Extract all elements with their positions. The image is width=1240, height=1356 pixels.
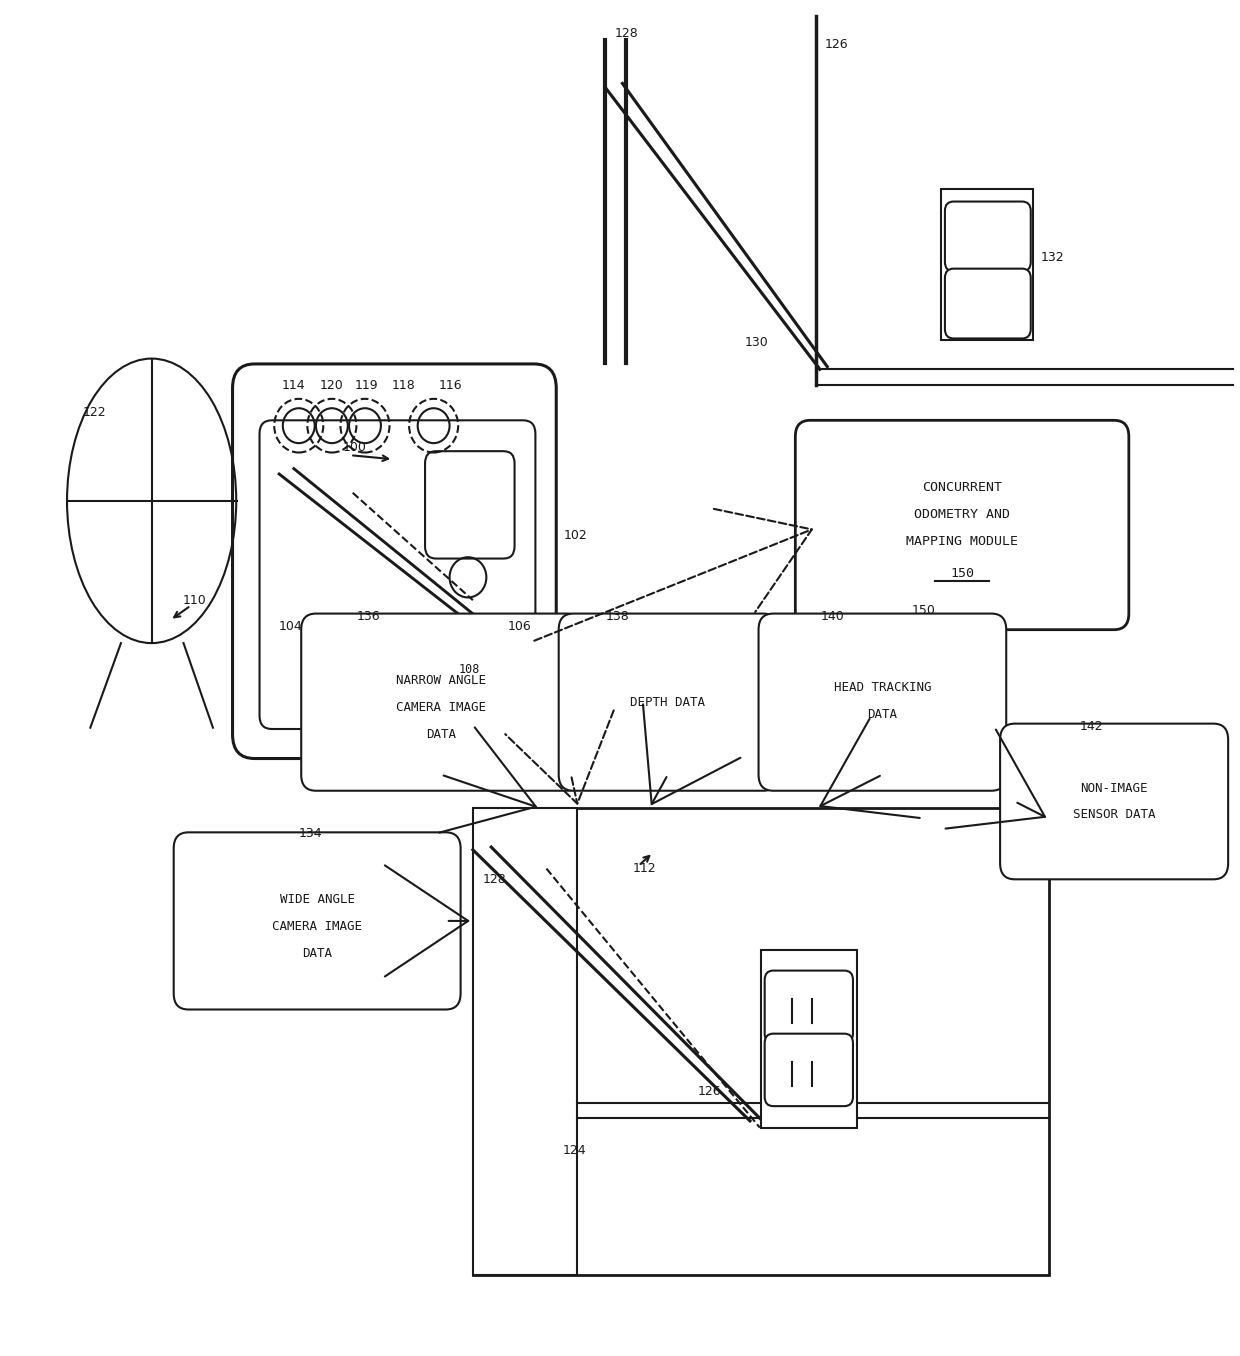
Text: 112: 112: [632, 862, 656, 875]
FancyBboxPatch shape: [174, 833, 460, 1009]
Text: 126: 126: [697, 1085, 720, 1098]
Text: 100: 100: [343, 441, 367, 454]
Text: 140: 140: [821, 610, 844, 622]
FancyBboxPatch shape: [759, 613, 1006, 791]
Text: 122: 122: [83, 405, 107, 419]
Bar: [761, 951, 857, 1128]
Text: MAPPING MODULE: MAPPING MODULE: [906, 534, 1018, 548]
Text: 118: 118: [392, 378, 415, 392]
Text: CONCURRENT: CONCURRENT: [923, 481, 1002, 494]
Text: 106: 106: [507, 621, 531, 633]
Text: 134: 134: [299, 827, 322, 841]
Text: 128: 128: [482, 873, 506, 885]
Text: 110: 110: [182, 594, 206, 606]
FancyArrowPatch shape: [946, 730, 1045, 829]
Text: DATA: DATA: [868, 708, 898, 721]
Text: 104: 104: [279, 621, 303, 633]
FancyArrowPatch shape: [644, 704, 740, 804]
FancyArrowPatch shape: [534, 508, 812, 641]
Text: 150: 150: [950, 567, 975, 580]
FancyArrowPatch shape: [505, 711, 614, 804]
FancyBboxPatch shape: [233, 363, 557, 758]
Text: 138: 138: [605, 610, 629, 622]
Text: ODOMETRY AND: ODOMETRY AND: [914, 507, 1011, 521]
Text: 120: 120: [320, 378, 343, 392]
Text: 150: 150: [911, 605, 936, 617]
FancyBboxPatch shape: [945, 202, 1030, 271]
FancyBboxPatch shape: [1001, 724, 1228, 879]
Text: 124: 124: [563, 1144, 587, 1157]
FancyBboxPatch shape: [559, 613, 779, 791]
FancyBboxPatch shape: [259, 420, 536, 730]
Text: 142: 142: [1080, 720, 1104, 732]
Text: CAMERA IMAGE: CAMERA IMAGE: [272, 919, 362, 933]
FancyBboxPatch shape: [945, 268, 1030, 339]
Text: DATA: DATA: [303, 946, 332, 960]
Text: 128: 128: [615, 27, 639, 41]
Text: HEAD TRACKING: HEAD TRACKING: [833, 681, 931, 694]
Text: 116: 116: [439, 378, 463, 392]
Text: DATA: DATA: [427, 728, 456, 740]
Text: 119: 119: [355, 378, 378, 392]
FancyBboxPatch shape: [301, 613, 582, 791]
Text: 132: 132: [1040, 251, 1064, 264]
Bar: [433, 651, 506, 689]
FancyArrowPatch shape: [439, 727, 536, 833]
Text: 136: 136: [356, 610, 379, 622]
FancyArrowPatch shape: [821, 719, 920, 818]
FancyBboxPatch shape: [425, 452, 515, 559]
Bar: [941, 190, 1033, 340]
Text: 130: 130: [745, 336, 769, 348]
FancyBboxPatch shape: [795, 420, 1128, 629]
Text: NARROW ANGLE: NARROW ANGLE: [396, 674, 486, 687]
Text: 108: 108: [459, 663, 480, 677]
Text: SENSOR DATA: SENSOR DATA: [1073, 808, 1156, 822]
Text: WIDE ANGLE: WIDE ANGLE: [280, 894, 355, 906]
Text: 102: 102: [564, 529, 588, 542]
FancyBboxPatch shape: [765, 971, 853, 1043]
Text: 114: 114: [281, 378, 305, 392]
Text: DEPTH DATA: DEPTH DATA: [630, 696, 706, 709]
Text: CAMERA IMAGE: CAMERA IMAGE: [396, 701, 486, 715]
FancyArrowPatch shape: [384, 865, 469, 976]
Bar: [272, 692, 367, 730]
Bar: [472, 808, 577, 1275]
Text: NON-IMAGE: NON-IMAGE: [1080, 781, 1148, 795]
FancyBboxPatch shape: [765, 1033, 853, 1106]
Text: 126: 126: [825, 38, 848, 52]
Bar: [472, 808, 1049, 1275]
